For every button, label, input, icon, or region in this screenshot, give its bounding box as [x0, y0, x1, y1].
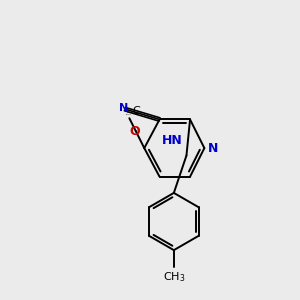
- Text: N: N: [208, 142, 219, 154]
- Text: CH$_3$: CH$_3$: [163, 270, 185, 284]
- Text: methoxy: methoxy: [126, 114, 133, 116]
- Text: C: C: [132, 106, 140, 116]
- Text: methyl stub: methyl stub: [128, 111, 136, 112]
- Text: N: N: [119, 103, 128, 112]
- Text: O: O: [130, 124, 140, 137]
- Text: HN: HN: [161, 134, 182, 147]
